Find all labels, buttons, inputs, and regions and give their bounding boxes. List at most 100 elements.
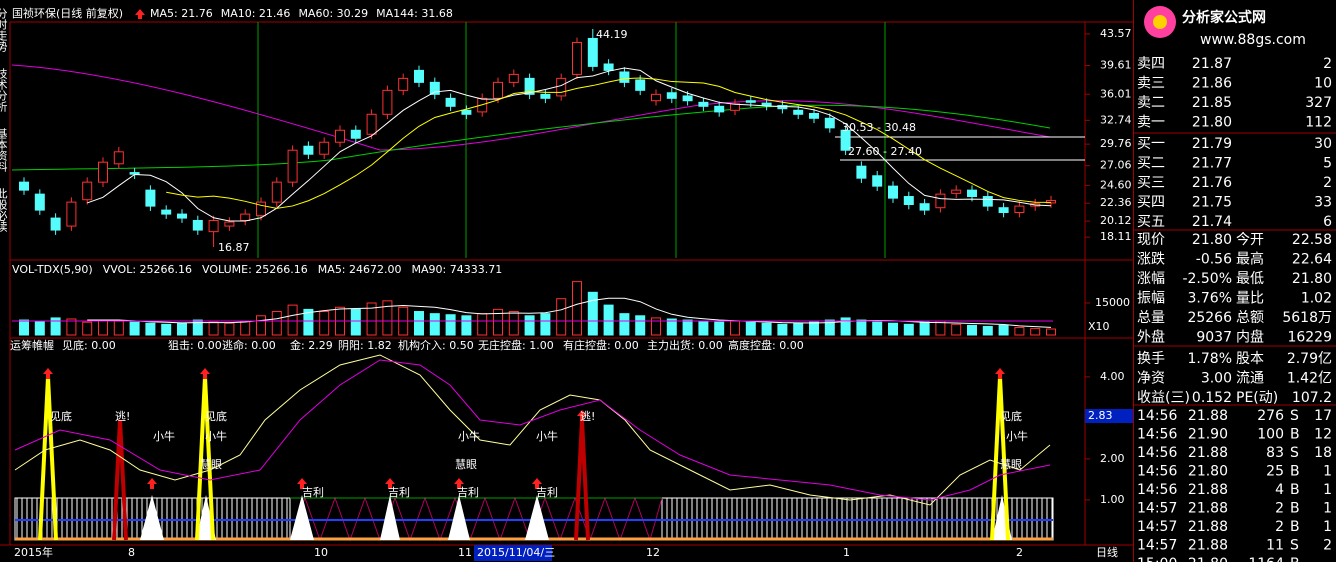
candle-body	[350, 129, 361, 139]
volume-bar	[587, 291, 598, 336]
stat-label: 振幅	[1137, 291, 1165, 307]
volume-bar	[635, 315, 646, 336]
stat-value: -2.50%	[1182, 271, 1232, 287]
trade-time: 14:56	[1137, 482, 1177, 498]
side-tab[interactable]: 基本资料	[0, 128, 8, 173]
volume-bar	[919, 321, 930, 336]
trade-volume: 11	[1266, 538, 1284, 554]
logo-text: 分析家公式网	[1182, 9, 1266, 26]
volume-bar	[840, 317, 851, 336]
ma-label: MA5: 21.76	[150, 7, 213, 20]
volume-bar	[745, 321, 756, 336]
ma144-line	[11, 104, 1051, 171]
signal-label: 慧眼	[200, 457, 222, 471]
side-tab[interactable]: 此股必读	[0, 188, 8, 233]
trade-side: S	[1290, 445, 1299, 461]
candle-body	[840, 129, 851, 151]
candle-body	[1046, 200, 1056, 204]
candle-body	[714, 105, 725, 113]
y-tick-label: 18.11	[1100, 230, 1132, 243]
y-tick-label: 2.00	[1100, 452, 1125, 465]
volume-bar	[208, 321, 219, 336]
volume-bar	[429, 313, 440, 336]
stat-label: 换手	[1137, 350, 1165, 367]
candle-body	[682, 95, 693, 102]
volume-bar	[540, 313, 551, 336]
volume-bar	[556, 298, 567, 336]
book-volume: 327	[1305, 95, 1332, 111]
stat-value: 3.76%	[1188, 291, 1232, 307]
volume-bar	[730, 320, 740, 336]
y-tick-label: 20.12	[1100, 214, 1132, 227]
candle-body	[366, 113, 377, 135]
volume-header: VOLUME: 25266.16	[202, 263, 308, 276]
price-annotation: 30.53 - 30.48	[842, 121, 916, 134]
candle-body	[508, 73, 519, 83]
candle-body	[809, 112, 819, 119]
book-price: 21.74	[1192, 214, 1232, 230]
stat-label: 外盘	[1137, 329, 1165, 346]
period-lines	[257, 22, 886, 258]
book-price: 21.80	[1192, 115, 1232, 131]
stat-label: 流通	[1236, 371, 1264, 387]
candle-body	[493, 81, 503, 99]
candle-body	[429, 81, 440, 95]
side-tab[interactable]: 分时走势	[0, 8, 8, 52]
candle-body	[951, 189, 962, 194]
ma-label: MA144: 31.68	[376, 7, 453, 20]
volume-bar	[66, 318, 77, 336]
book-label: 卖四	[1137, 56, 1165, 72]
trade-side: B	[1290, 556, 1300, 562]
candle-body	[919, 203, 930, 211]
signal-label: 慧眼	[1000, 457, 1022, 471]
candle-body	[603, 63, 614, 71]
candle-body	[540, 93, 551, 99]
indicator-line	[14, 359, 1051, 501]
volume-bar	[603, 304, 614, 336]
signal-label: 小牛	[536, 429, 558, 443]
stat-value: 107.2	[1292, 390, 1332, 406]
candle-body	[129, 172, 140, 175]
trade-time: 14:56	[1137, 408, 1177, 424]
candle-body	[192, 219, 203, 231]
volume-bar	[382, 300, 393, 336]
book-label: 卖二	[1137, 95, 1165, 111]
trade-count: 2	[1323, 538, 1332, 554]
book-label: 买四	[1137, 195, 1165, 211]
signal-label: 小牛	[153, 429, 175, 443]
book-label: 买一	[1137, 136, 1165, 152]
candle-body	[651, 93, 661, 102]
candle-body	[113, 151, 124, 165]
volume-bar	[793, 322, 804, 336]
candle-body	[856, 165, 867, 179]
trade-time: 15:00	[1137, 556, 1177, 562]
volume-bar	[682, 319, 693, 336]
volume-bar	[809, 321, 819, 336]
candle-body	[145, 189, 156, 207]
book-volume: 30	[1314, 136, 1332, 152]
trade-side: S	[1290, 538, 1299, 554]
volume-bar	[714, 321, 725, 336]
trade-side: B	[1290, 464, 1300, 480]
candle-body	[414, 69, 424, 83]
trade-price: 21.88	[1188, 482, 1228, 498]
trade-count: 1	[1323, 501, 1332, 517]
period-label[interactable]: 日线	[1096, 545, 1118, 559]
candle-body	[967, 189, 977, 198]
volume-scale: X10	[1088, 320, 1110, 333]
side-tab[interactable]: 技术分析	[0, 68, 8, 113]
volume-bar	[982, 325, 993, 336]
volume-bar	[477, 313, 488, 336]
candle-body	[698, 101, 709, 107]
y-tick-label: 22.36	[1100, 196, 1132, 209]
stat-label: 总额	[1236, 310, 1264, 326]
volume-bar	[240, 320, 251, 336]
trade-volume: 100	[1257, 427, 1284, 443]
signal-label: 小牛	[458, 429, 480, 443]
trade-price: 21.80	[1188, 556, 1228, 562]
book-volume: 33	[1314, 195, 1332, 211]
candle-body	[271, 181, 282, 203]
book-price: 21.79	[1192, 136, 1232, 152]
book-volume: 2	[1323, 56, 1332, 72]
trade-side: S	[1290, 408, 1299, 424]
